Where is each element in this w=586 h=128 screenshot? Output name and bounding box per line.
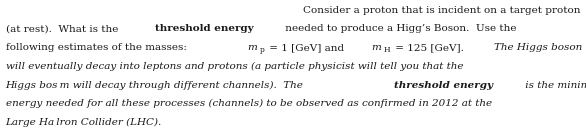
Text: (at rest).  What is the: (at rest). What is the — [5, 24, 121, 33]
Text: threshold energy: threshold energy — [394, 81, 493, 90]
Text: p: p — [260, 46, 265, 54]
Text: following estimates of the masses:: following estimates of the masses: — [5, 43, 193, 52]
Text: Higgs bos m will decay through different channels).  The: Higgs bos m will decay through different… — [5, 81, 306, 90]
Text: Large Ha lron Collider (LHC).: Large Ha lron Collider (LHC). — [5, 118, 162, 127]
Text: energy needed for all these processes (channels) to be observed as confirmed in : energy needed for all these processes (c… — [5, 99, 492, 108]
Text: m: m — [371, 43, 381, 52]
Text: is the minimum: is the minimum — [522, 81, 586, 90]
Text: needed to produce a Higg’s Boson.  Use the: needed to produce a Higg’s Boson. Use th… — [282, 24, 516, 33]
Text: m: m — [247, 43, 257, 52]
Text: The Higgs boson: The Higgs boson — [493, 43, 582, 52]
Text: will eventually decay into leptons and protons (a particle physicist will tell y: will eventually decay into leptons and p… — [5, 62, 463, 71]
Text: = 1 [GeV] and: = 1 [GeV] and — [266, 43, 347, 52]
Text: H: H — [384, 46, 390, 54]
Text: Consider a proton that is incident on a target proton: Consider a proton that is incident on a … — [303, 6, 581, 15]
Text: = 125 [GeV].: = 125 [GeV]. — [393, 43, 471, 52]
Text: threshold energy: threshold energy — [155, 24, 253, 33]
